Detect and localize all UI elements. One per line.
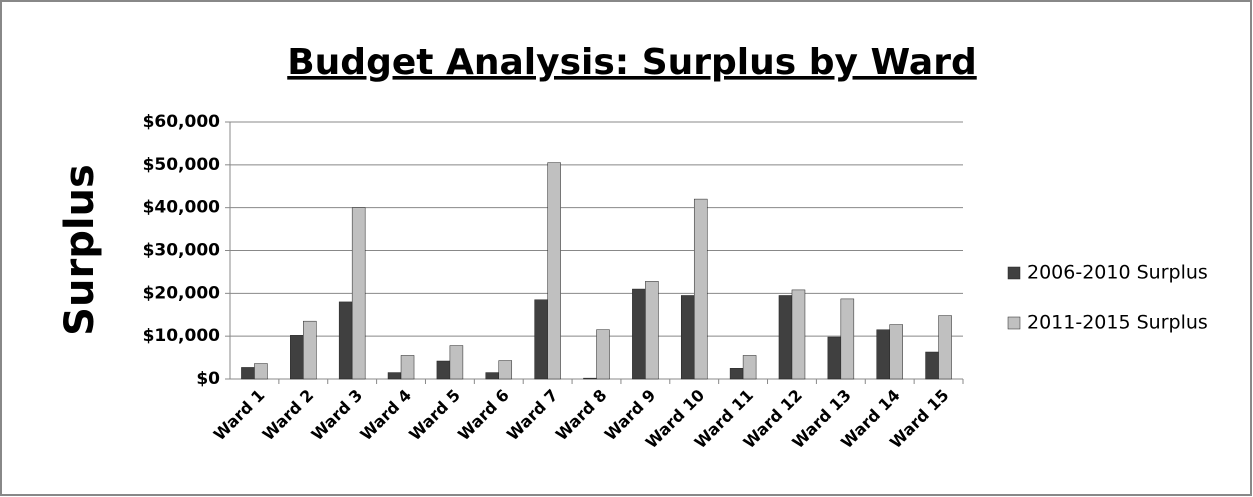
bar — [778, 295, 793, 380]
y-tick-label: $10,000 — [143, 326, 221, 346]
y-tick-label: $40,000 — [143, 198, 221, 218]
chart-title: Budget Analysis: Surplus by Ward — [287, 42, 977, 83]
bar — [925, 351, 939, 380]
bar — [303, 320, 317, 380]
bar — [876, 329, 890, 380]
bar — [840, 298, 855, 380]
bar — [387, 372, 402, 380]
bar — [290, 335, 304, 380]
y-tick-label: $0 — [196, 369, 220, 389]
bar — [534, 299, 548, 380]
bar — [596, 329, 610, 380]
bar — [547, 162, 561, 380]
y-tick-label: $50,000 — [143, 155, 221, 175]
bar — [449, 345, 464, 380]
bar — [791, 289, 806, 380]
bar — [729, 368, 744, 380]
legend-swatch — [1007, 266, 1021, 280]
legend-swatch — [1007, 316, 1021, 330]
y-axis-label: Surplus — [57, 164, 103, 336]
bar — [254, 363, 268, 380]
y-tick-label: $30,000 — [143, 241, 221, 261]
bar — [241, 367, 255, 380]
bar — [645, 281, 659, 380]
bar — [889, 324, 903, 380]
y-tick-label: $20,000 — [143, 283, 221, 303]
bar — [938, 315, 952, 380]
bar — [742, 355, 757, 380]
bar — [400, 355, 415, 380]
bar — [827, 336, 842, 380]
y-tick-label: $60,000 — [143, 112, 221, 132]
bar — [351, 207, 366, 380]
bar — [693, 198, 708, 380]
bar — [338, 301, 353, 380]
bar — [485, 372, 500, 380]
legend-label: 2011-2015 Surplus — [1027, 312, 1208, 334]
bar — [436, 360, 451, 380]
bar — [583, 377, 597, 380]
bar — [498, 360, 513, 380]
bar — [632, 288, 646, 380]
legend-label: 2006-2010 Surplus — [1027, 262, 1208, 284]
bar — [680, 295, 695, 380]
